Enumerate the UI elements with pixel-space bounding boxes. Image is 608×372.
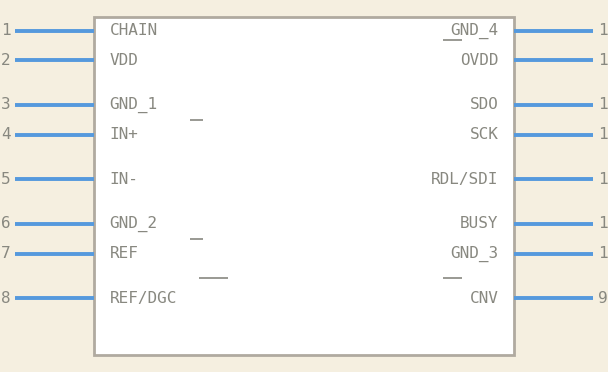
Text: C: C <box>489 291 499 306</box>
Text: 10: 10 <box>598 246 608 261</box>
Text: DGC: DGC <box>109 291 138 306</box>
Text: REF/: REF/ <box>109 291 148 306</box>
Text: 9: 9 <box>598 291 607 306</box>
Text: OVDD: OVDD <box>460 53 499 68</box>
Text: 6: 6 <box>1 217 10 231</box>
Text: 7: 7 <box>1 246 10 261</box>
Text: BUSY: BUSY <box>460 217 499 231</box>
Text: REF: REF <box>109 246 138 261</box>
Text: 14: 14 <box>598 97 608 112</box>
Text: CHAIN: CHAIN <box>109 23 157 38</box>
Text: 16: 16 <box>598 23 608 38</box>
Text: 2: 2 <box>1 53 10 68</box>
Text: 4: 4 <box>1 127 10 142</box>
Text: 8: 8 <box>1 291 10 306</box>
Text: CNV: CNV <box>470 291 499 306</box>
Text: SDO: SDO <box>470 97 499 112</box>
Text: GND_3: GND_3 <box>451 246 499 262</box>
Text: GND_4: GND_4 <box>451 22 499 39</box>
FancyBboxPatch shape <box>94 17 514 355</box>
Text: CNV: CNV <box>470 291 499 306</box>
Text: 11: 11 <box>598 217 608 231</box>
Text: IN+: IN+ <box>109 127 138 142</box>
Text: 5: 5 <box>1 172 10 187</box>
Text: IN-: IN- <box>109 172 138 187</box>
Text: OV: OV <box>479 53 499 68</box>
Text: 3: 3 <box>1 97 10 112</box>
Text: RDL/SDI: RDL/SDI <box>431 172 499 187</box>
Text: REF/DGC: REF/DGC <box>109 291 177 306</box>
Text: OVDD: OVDD <box>460 53 499 68</box>
Text: GND_2: GND_2 <box>109 216 157 232</box>
Text: 13: 13 <box>598 127 608 142</box>
Text: 15: 15 <box>598 53 608 68</box>
Text: 12: 12 <box>598 172 608 187</box>
Text: GND_1: GND_1 <box>109 97 157 113</box>
Text: SCK: SCK <box>470 127 499 142</box>
Text: VDD: VDD <box>109 53 138 68</box>
Text: 1: 1 <box>1 23 10 38</box>
